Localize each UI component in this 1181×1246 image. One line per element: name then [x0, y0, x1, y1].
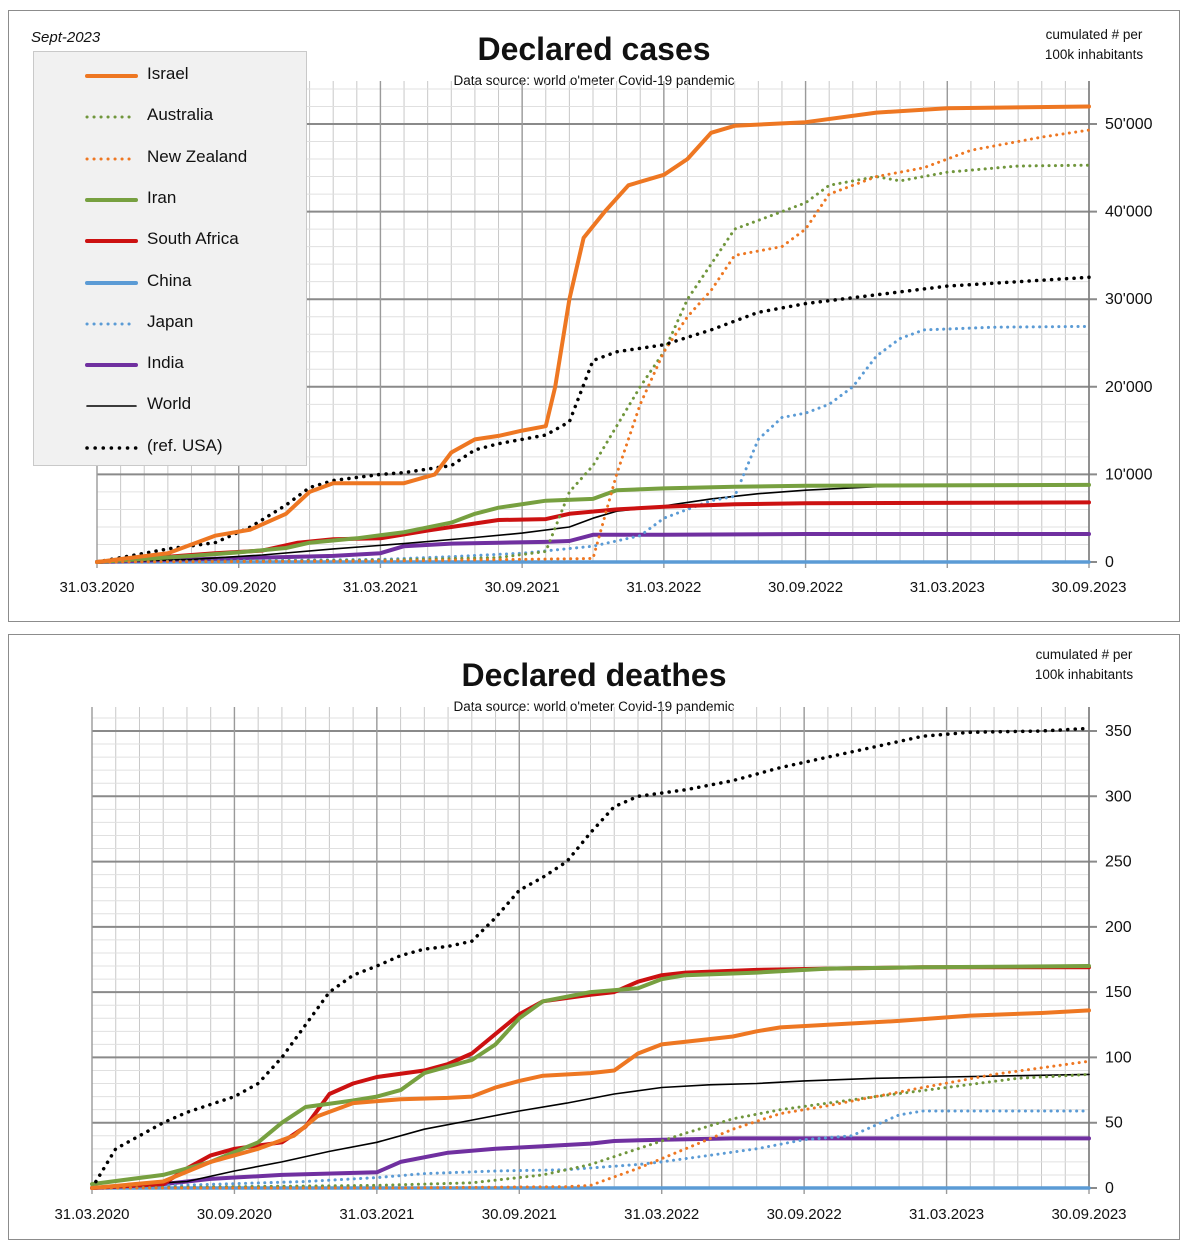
- x-tick-label: 30.09.2020: [197, 1206, 272, 1223]
- series-line-israel: [95, 104, 1091, 564]
- deaths-chart-panel: Declared deathes Data source: world o'me…: [8, 634, 1180, 1240]
- x-tick-label: 31.03.2020: [59, 579, 134, 596]
- legend-item-china: China: [34, 266, 306, 296]
- unit-line-1: cumulated # per: [1045, 27, 1143, 42]
- legend-swatch: [85, 322, 138, 326]
- unit-label: cumulated # per 100k inhabitants: [1009, 645, 1159, 685]
- y-tick-label: 40'000: [1105, 204, 1153, 221]
- x-tick-label: 30.09.2022: [767, 1206, 842, 1223]
- legend-label: Iran: [147, 187, 177, 207]
- series-line-japan: [95, 324, 1091, 564]
- legend-item-israel: Israel: [34, 59, 306, 89]
- x-tick-label: 30.09.2020: [201, 579, 276, 596]
- series-line-india: [95, 532, 1091, 564]
- legend-item-japan: Japan: [34, 307, 306, 337]
- series-line-israel: [90, 1008, 1091, 1190]
- legend-item-world: World: [34, 389, 306, 419]
- series-line-world: [91, 1073, 1090, 1189]
- x-tick-label: 30.09.2023: [1051, 1206, 1126, 1223]
- chart-title: Declared deathes: [461, 657, 727, 693]
- y-tick-label: 50: [1105, 1115, 1123, 1132]
- x-tick-label: 31.03.2021: [339, 1206, 414, 1223]
- chart-legend: Israel Australia New Zealand Iran South Afri…: [33, 51, 307, 466]
- legend-swatch: [86, 405, 137, 408]
- chart-title: Declared cases: [477, 31, 711, 67]
- series-line-new-zealand: [90, 1059, 1091, 1190]
- unit-line-2: 100k inhabitants: [1034, 667, 1134, 682]
- unit-line-1: cumulated # per: [1035, 647, 1133, 662]
- series-line-world: [96, 484, 1090, 563]
- grid: [91, 707, 1097, 1194]
- chart-subtitle: Data source: world o'meter Covid-19 pand…: [453, 699, 735, 714]
- x-tick-label: 30.09.2022: [768, 579, 843, 596]
- legend-label: India: [147, 353, 184, 373]
- legend-label: Australia: [147, 105, 214, 125]
- series-line-australia: [90, 1072, 1091, 1190]
- series-line-south-africa: [90, 965, 1091, 1190]
- legend-label: New Zealand: [147, 146, 248, 166]
- x-tick-label: 30.09.2021: [482, 1206, 557, 1223]
- deaths-plot: 0 50 100 150 200 250 300 350 31.03.2020 30.09.202…: [54, 707, 1132, 1223]
- x-tick-label: 30.09.2023: [1051, 579, 1126, 596]
- series-line-iran: [90, 964, 1091, 1187]
- y-tick-label: 150: [1105, 984, 1132, 1001]
- legend-item-ref-usa: (ref. USA): [34, 431, 306, 461]
- legend-swatch: [85, 74, 138, 78]
- legend-swatch: [85, 157, 138, 161]
- cases-plot: 0 10'000 20'000 30'000 40'000 50'000 31.03.202…: [59, 81, 1153, 596]
- x-tick-label: 31.03.2022: [624, 1206, 699, 1223]
- legend-item-india: India: [34, 348, 306, 378]
- y-tick-label: 200: [1105, 919, 1132, 936]
- y-tick-label: 50'000: [1105, 116, 1153, 133]
- legend-label: (ref. USA): [147, 435, 223, 455]
- x-tick-label: 31.03.2021: [343, 579, 418, 596]
- y-tick-label: 10'000: [1105, 466, 1153, 483]
- legend-label: Japan: [147, 311, 194, 331]
- date-tag: Sept-2023: [31, 29, 101, 46]
- legend-label: World: [147, 394, 192, 414]
- legend-swatch: [85, 363, 138, 368]
- x-tick-label: 31.03.2023: [910, 579, 985, 596]
- y-tick-label: 20'000: [1105, 379, 1153, 396]
- legend-label: South Africa: [147, 229, 239, 249]
- y-tick-label: 300: [1105, 788, 1132, 805]
- unit-label: cumulated # per 100k inhabitants: [1019, 25, 1169, 65]
- x-tick-label: 31.03.2023: [909, 1206, 984, 1223]
- series-line-ref-usa: [95, 275, 1091, 564]
- unit-line-2: 100k inhabitants: [1044, 47, 1144, 62]
- series-line-new-zealand: [95, 128, 1091, 564]
- legend-label: China: [147, 270, 192, 290]
- legend-swatch: [85, 197, 138, 202]
- y-tick-label: 0: [1105, 1180, 1114, 1197]
- legend-label: Israel: [147, 64, 189, 83]
- legend-swatch: [85, 280, 138, 285]
- y-tick-label: 30'000: [1105, 291, 1153, 308]
- legend-item-south-africa: South Africa: [34, 224, 306, 254]
- legend-swatch: [85, 115, 138, 119]
- series-line-australia: [95, 163, 1091, 564]
- y-tick-label: 100: [1105, 1049, 1132, 1066]
- series-line-iran: [95, 482, 1091, 564]
- x-tick-label: 31.03.2020: [54, 1206, 129, 1223]
- legend-item-iran: Iran: [34, 183, 306, 213]
- legend-item-australia: Australia: [34, 100, 306, 130]
- legend-swatch: [85, 239, 138, 244]
- legend-item-new-zealand: New Zealand: [34, 142, 306, 172]
- x-tick-label: 30.09.2021: [485, 579, 560, 596]
- y-tick-label: 0: [1105, 554, 1114, 571]
- y-tick-label: 250: [1105, 854, 1132, 871]
- legend-swatch: [85, 445, 138, 450]
- cases-chart-panel: Sept-2023 Declared cases Data source: wo…: [8, 10, 1180, 622]
- y-tick-label: 350: [1105, 723, 1132, 740]
- x-tick-label: 31.03.2022: [626, 579, 701, 596]
- series-line-ref-usa: [90, 726, 1091, 1190]
